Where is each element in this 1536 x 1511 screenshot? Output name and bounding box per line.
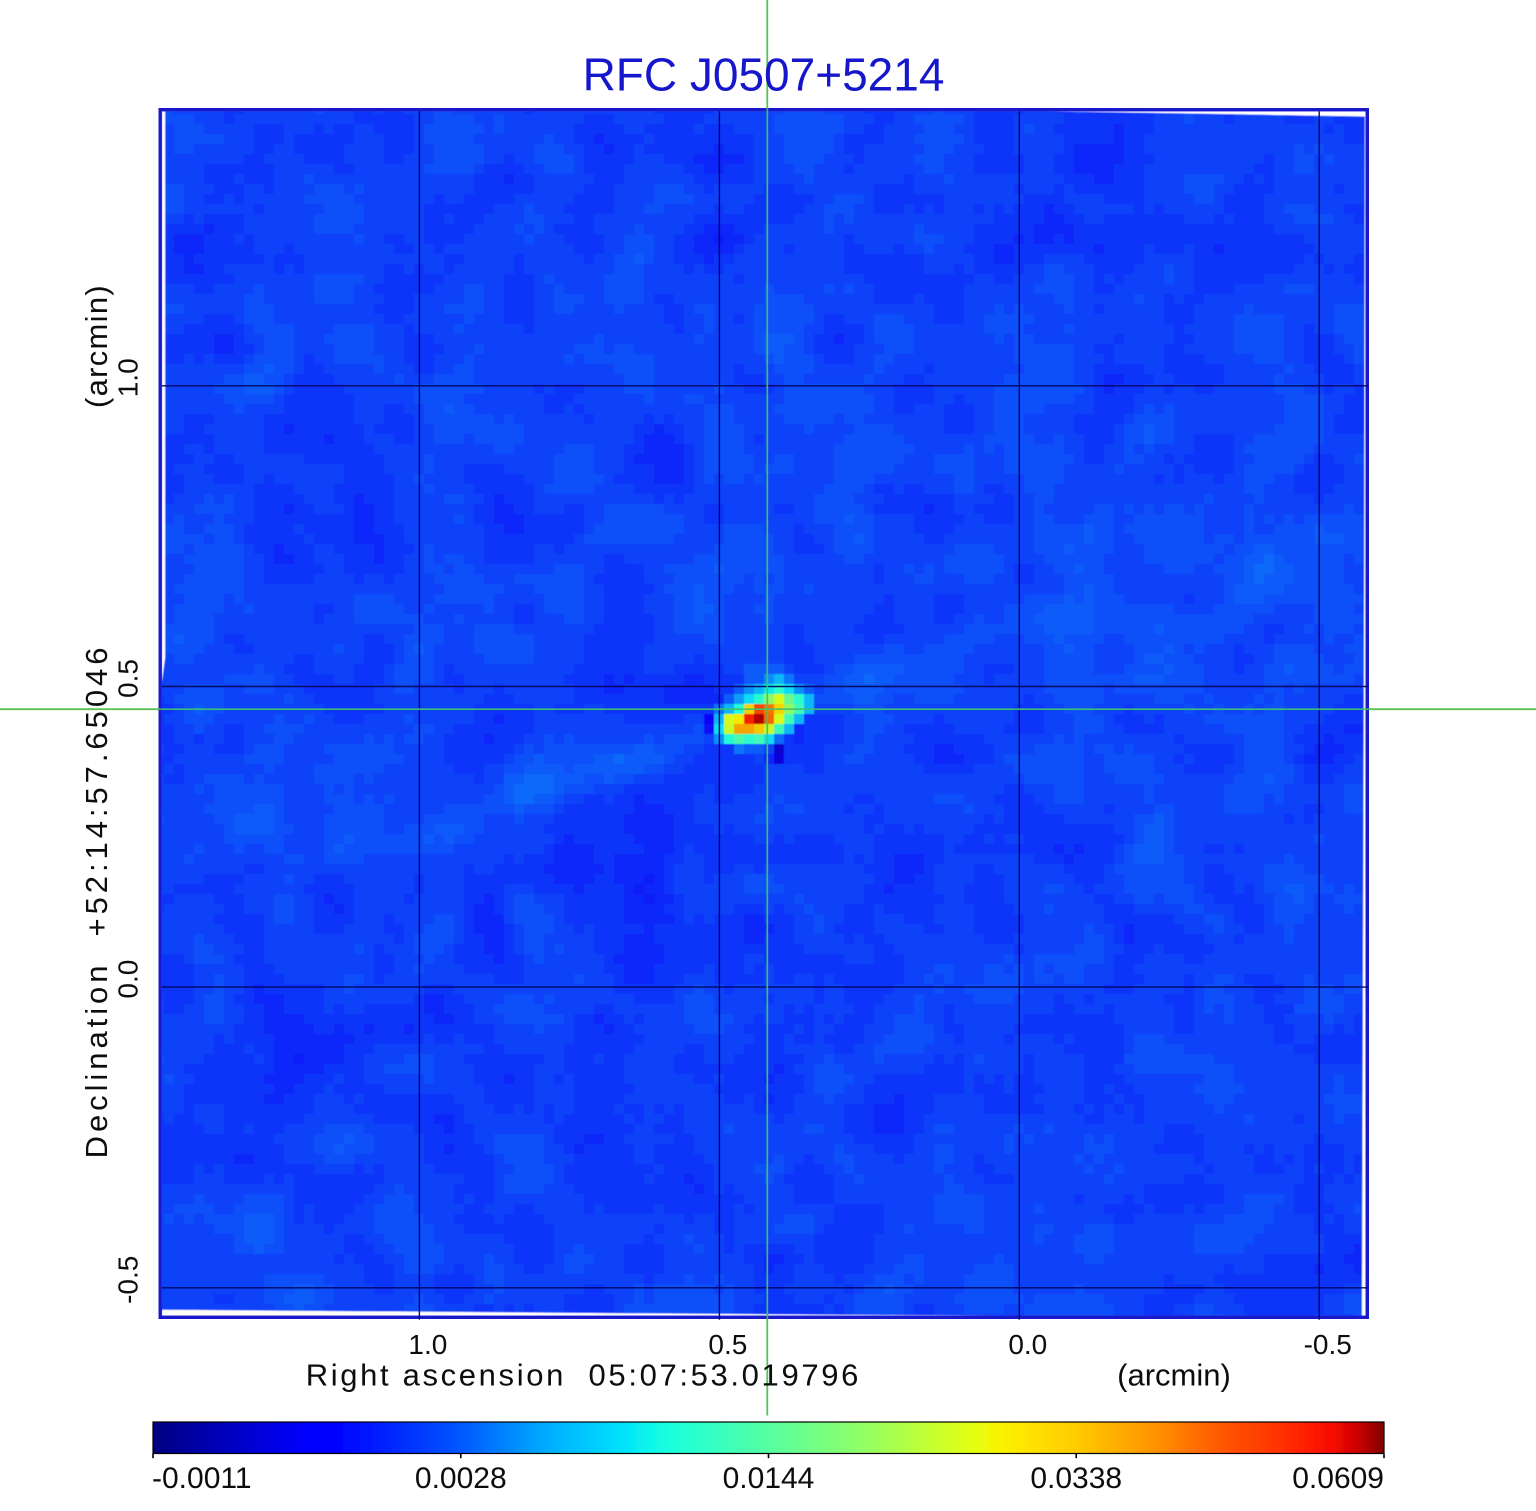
svg-text:-0.5: -0.5	[1304, 1329, 1352, 1360]
svg-text:0.0144: 0.0144	[723, 1462, 815, 1495]
svg-text:RFC J0507+5214: RFC J0507+5214	[583, 49, 945, 101]
svg-text:-0.5: -0.5	[113, 1256, 144, 1304]
svg-text:Declination +52:14:57.65046: Declination +52:14:57.65046	[79, 644, 114, 1159]
svg-text:(arcmin): (arcmin)	[1117, 1357, 1231, 1392]
svg-text:1.0: 1.0	[113, 358, 144, 397]
svg-text:(arcmin): (arcmin)	[79, 284, 114, 408]
svg-text:0.0: 0.0	[113, 960, 144, 999]
svg-text:0.5: 0.5	[113, 659, 144, 698]
svg-text:0.0609: 0.0609	[1292, 1462, 1384, 1495]
svg-text:0.0338: 0.0338	[1030, 1462, 1122, 1495]
svg-text:0.0: 0.0	[1008, 1329, 1047, 1360]
svg-text:Right ascension 05:07:53.0197: Right ascension 05:07:53.019796	[306, 1357, 861, 1392]
svg-text:1.0: 1.0	[408, 1329, 447, 1360]
svg-text:0.5: 0.5	[708, 1329, 747, 1360]
svg-text:-0.0011: -0.0011	[152, 1462, 252, 1495]
svg-text:0.0028: 0.0028	[415, 1462, 507, 1495]
